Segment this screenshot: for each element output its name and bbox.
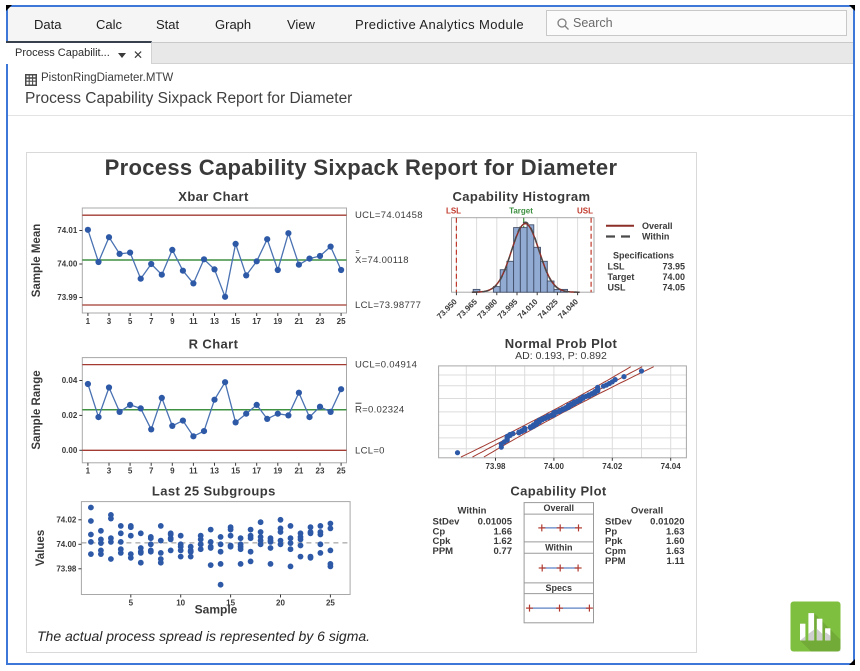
svg-text:1.63: 1.63 (666, 526, 685, 537)
svg-text:Sample Range: Sample Range (31, 370, 43, 449)
svg-text:74.00: 74.00 (56, 540, 77, 549)
svg-text:13: 13 (210, 317, 219, 326)
svg-text:Overall: Overall (642, 221, 673, 231)
svg-text:21: 21 (294, 467, 303, 476)
svg-text:Cpk: Cpk (433, 536, 452, 547)
svg-text:LSL: LSL (608, 262, 626, 272)
svg-text:11: 11 (189, 317, 198, 326)
svg-text:19: 19 (273, 467, 282, 476)
svg-text:LCL=0: LCL=0 (355, 445, 385, 456)
svg-text:USL: USL (577, 207, 593, 216)
svg-text:LSL: LSL (446, 207, 461, 216)
svg-text:StDev: StDev (433, 517, 461, 528)
svg-text:UCL=74.01458: UCL=74.01458 (355, 210, 423, 221)
svg-text:Specs: Specs (546, 583, 573, 593)
svg-text:0.02: 0.02 (62, 411, 78, 420)
svg-text:LCL=73.98777: LCL=73.98777 (355, 300, 421, 311)
svg-text:0.01005: 0.01005 (478, 517, 513, 528)
svg-text:PPM: PPM (605, 556, 626, 567)
svg-text:9: 9 (170, 467, 175, 476)
svg-text:0.04: 0.04 (62, 376, 78, 385)
svg-text:74.02: 74.02 (602, 462, 623, 471)
svg-text:17: 17 (252, 467, 261, 476)
svg-text:74.04: 74.04 (661, 462, 682, 471)
svg-text:5: 5 (128, 467, 133, 476)
svg-text:73.98: 73.98 (56, 564, 77, 573)
svg-text:StDev: StDev (605, 517, 633, 528)
svg-text:9: 9 (170, 317, 175, 326)
svg-text:=: = (356, 249, 360, 256)
svg-text:Within: Within (545, 543, 572, 553)
svg-text:5: 5 (129, 599, 134, 608)
svg-text:25: 25 (326, 599, 335, 608)
svg-text:Within: Within (642, 232, 669, 242)
svg-text:0.01020: 0.01020 (650, 517, 684, 528)
svg-text:23: 23 (316, 317, 325, 326)
svg-text:73.99: 73.99 (57, 293, 78, 302)
svg-text:15: 15 (231, 317, 240, 326)
svg-text:Ppk: Ppk (605, 536, 623, 547)
svg-text:7: 7 (149, 467, 154, 476)
svg-text:1: 1 (86, 317, 91, 326)
svg-text:The actual process spread is r: The actual process spread is represented… (37, 628, 370, 644)
svg-text:74.05: 74.05 (662, 283, 685, 293)
svg-text:17: 17 (252, 317, 261, 326)
svg-text:15: 15 (231, 467, 240, 476)
svg-text:UCL=0.04914: UCL=0.04914 (355, 360, 417, 371)
svg-text:1.66: 1.66 (494, 526, 513, 537)
svg-text:Overall: Overall (544, 503, 575, 513)
svg-text:0.77: 0.77 (494, 546, 513, 557)
svg-text:USL: USL (608, 283, 627, 293)
svg-text:15: 15 (226, 599, 235, 608)
svg-text:Specifications: Specifications (613, 251, 674, 261)
svg-text:11: 11 (189, 467, 198, 476)
svg-text:Capability Histogram: Capability Histogram (452, 189, 590, 204)
svg-text:1.60: 1.60 (666, 536, 685, 547)
svg-text:5: 5 (128, 317, 133, 326)
svg-text:1.63: 1.63 (666, 546, 685, 557)
svg-text:74.00: 74.00 (544, 462, 565, 471)
svg-text:74.02: 74.02 (56, 515, 77, 524)
svg-text:Capability Plot: Capability Plot (510, 484, 607, 499)
svg-text:0.00: 0.00 (62, 446, 78, 455)
svg-text:Last 25 Subgroups: Last 25 Subgroups (152, 484, 276, 499)
svg-text:25: 25 (337, 467, 346, 476)
svg-text:74.00: 74.00 (57, 260, 78, 269)
svg-text:74.00: 74.00 (662, 272, 685, 282)
svg-text:Target: Target (608, 272, 635, 282)
svg-text:Values: Values (35, 530, 47, 566)
svg-text:1: 1 (86, 467, 91, 476)
svg-text:13: 13 (210, 467, 219, 476)
svg-text:PPM: PPM (433, 546, 454, 557)
svg-text:74.01: 74.01 (57, 226, 78, 235)
svg-text:Cp: Cp (433, 526, 446, 537)
svg-text:1.11: 1.11 (667, 556, 686, 567)
svg-text:Normal Prob Plot: Normal Prob Plot (505, 336, 618, 351)
svg-text:25: 25 (337, 317, 346, 326)
svg-text:21: 21 (294, 317, 303, 326)
svg-text:Sample Mean: Sample Mean (31, 224, 43, 298)
svg-text:R Chart: R Chart (189, 337, 239, 352)
svg-text:AD: 0.193, P: 0.892: AD: 0.193, P: 0.892 (515, 350, 607, 362)
svg-text:Cpm: Cpm (605, 546, 626, 557)
svg-text:R=0.02324: R=0.02324 (355, 405, 404, 416)
svg-text:Target: Target (509, 207, 533, 216)
svg-text:10: 10 (176, 599, 185, 608)
svg-text:1.62: 1.62 (494, 536, 513, 547)
svg-text:73.98: 73.98 (485, 462, 506, 471)
svg-text:X=74.00118: X=74.00118 (355, 255, 409, 266)
svg-text:3: 3 (107, 317, 112, 326)
svg-text:Overall: Overall (631, 506, 663, 517)
svg-text:73.95: 73.95 (662, 262, 685, 272)
svg-text:Xbar Chart: Xbar Chart (178, 189, 249, 204)
svg-text:Process Capability Sixpack Rep: Process Capability Sixpack Report for Di… (105, 155, 618, 180)
svg-text:23: 23 (316, 467, 325, 476)
svg-text:7: 7 (149, 317, 154, 326)
svg-text:3: 3 (107, 467, 112, 476)
svg-text:Pp: Pp (605, 526, 617, 537)
svg-text:20: 20 (276, 599, 285, 608)
svg-text:Within: Within (458, 506, 487, 517)
svg-text:Sample: Sample (195, 603, 238, 617)
svg-text:19: 19 (273, 317, 282, 326)
